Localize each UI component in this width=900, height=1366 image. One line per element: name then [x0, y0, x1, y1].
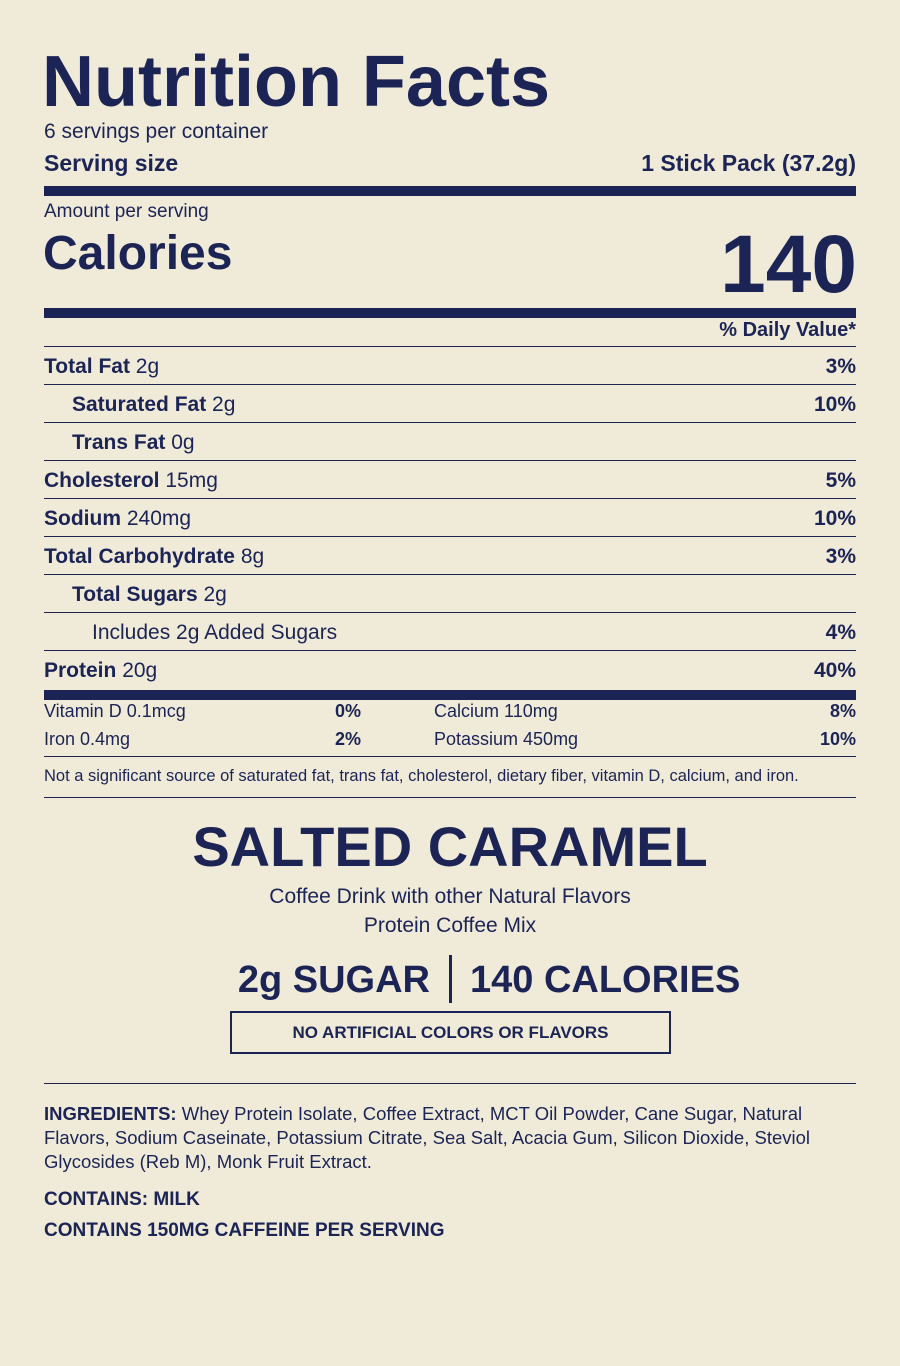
footnote: Not a significant source of saturated fa… — [44, 767, 799, 785]
nutrient-dv: 3% — [825, 545, 856, 568]
thick-divider — [44, 308, 856, 318]
thick-divider — [44, 690, 856, 700]
nutrient-dv: 10% — [813, 393, 856, 416]
claim-sugar: 2g SUGAR — [237, 959, 430, 1001]
nutrient-amount: 20g — [122, 659, 158, 682]
product-type: Protein Coffee Mix — [363, 914, 537, 937]
nutrient-amount: 240mg — [126, 507, 192, 530]
nutrient-amount: 15mg — [165, 469, 218, 492]
micro-iron-dv: 2% — [334, 729, 361, 749]
nutrient-row-added-sugars: Includes 2g Added Sugars 4% — [44, 613, 856, 651]
micro-calcium: Calcium 110mg — [434, 701, 558, 721]
claim-calories: 140 CALORIES — [470, 959, 741, 1001]
micro-potassium: Potassium 450mg — [434, 729, 579, 749]
nutrient-row-total-fat: Total Fat 2g 3% — [44, 347, 856, 385]
nutrient-amount: 0g — [171, 431, 195, 454]
micro-iron: Iron 0.4mg — [44, 729, 131, 749]
calories-label: Calories — [43, 227, 233, 280]
nutrient-name: Protein — [44, 659, 117, 682]
no-artificial-badge: NO ARTIFICIAL COLORS OR FLAVORS — [230, 1011, 671, 1054]
calories-value: 140 — [720, 219, 857, 310]
nutrient-row-saturated-fat: Saturated Fat 2g 10% — [44, 385, 856, 423]
claim-separator — [449, 955, 452, 1003]
label-title: Nutrition Facts — [42, 42, 551, 122]
nutrient-row-sodium: Sodium 240mg 10% — [44, 499, 856, 537]
nutrient-name: Total Carbohydrate — [44, 545, 235, 568]
divider — [44, 346, 856, 347]
ingredients-label: INGREDIENTS: — [44, 1103, 177, 1124]
nutrient-amount: 2g — [203, 583, 227, 606]
nutrient-name: Saturated Fat — [72, 393, 207, 416]
nutrient-row-total-sugars: Total Sugars 2g — [44, 575, 856, 613]
nutrient-amount: 2g — [212, 393, 236, 416]
caffeine-statement: CONTAINS 150MG CAFFEINE PER SERVING — [44, 1220, 445, 1241]
flavor-name: SALTED CARAMEL — [192, 815, 708, 878]
thick-divider — [44, 186, 856, 196]
nutrient-name: Total Sugars — [72, 583, 198, 606]
servings-per-container: 6 servings per container — [44, 120, 269, 143]
nutrient-row-cholesterol: Cholesterol 15mg 5% — [44, 461, 856, 499]
nutrient-amount: 2g — [135, 355, 160, 378]
allergen-statement: CONTAINS: MILK — [44, 1189, 200, 1210]
ingredients-text: Whey Protein Isolate, Coffee Extract, MC… — [44, 1103, 811, 1172]
divider — [44, 1083, 856, 1084]
nutrient-dv: 3% — [825, 355, 856, 378]
daily-value-header: % Daily Value* — [719, 319, 856, 341]
ingredients: INGREDIENTS: Whey Protein Isolate, Coffe… — [44, 1102, 856, 1174]
nutrient-name: Sodium — [44, 507, 121, 530]
nutrient-row-trans-fat: Trans Fat 0g — [44, 423, 856, 461]
micro-vitamin-d-dv: 0% — [334, 701, 361, 721]
micro-potassium-dv: 10% — [819, 729, 856, 749]
nutrient-name: Cholesterol — [44, 469, 160, 492]
product-subtitle: Coffee Drink with other Natural Flavors — [269, 885, 631, 908]
nutrient-amount: Includes 2g Added Sugars — [92, 621, 338, 644]
divider — [44, 756, 856, 757]
nutrient-dv: 10% — [813, 507, 856, 530]
nutrient-name: Trans Fat — [72, 431, 166, 454]
amount-per-serving: Amount per serving — [44, 201, 209, 222]
nutrient-dv: 40% — [813, 659, 856, 682]
micro-vitamin-d: Vitamin D 0.1mcg — [44, 701, 186, 721]
nutrient-dv: 4% — [825, 621, 856, 644]
nutrient-row-total-carbohydrate: Total Carbohydrate 8g 3% — [44, 537, 856, 575]
micro-calcium-dv: 8% — [829, 701, 856, 721]
serving-size-label: Serving size — [44, 150, 179, 176]
serving-size-value: 1 Stick Pack (37.2g) — [641, 150, 856, 176]
nutrient-amount: 8g — [240, 545, 265, 568]
nutrient-row-protein: Protein 20g 40% — [44, 651, 856, 688]
nutrient-dv: 5% — [825, 469, 856, 492]
divider — [44, 797, 856, 798]
nutrient-name: Total Fat — [44, 355, 130, 378]
